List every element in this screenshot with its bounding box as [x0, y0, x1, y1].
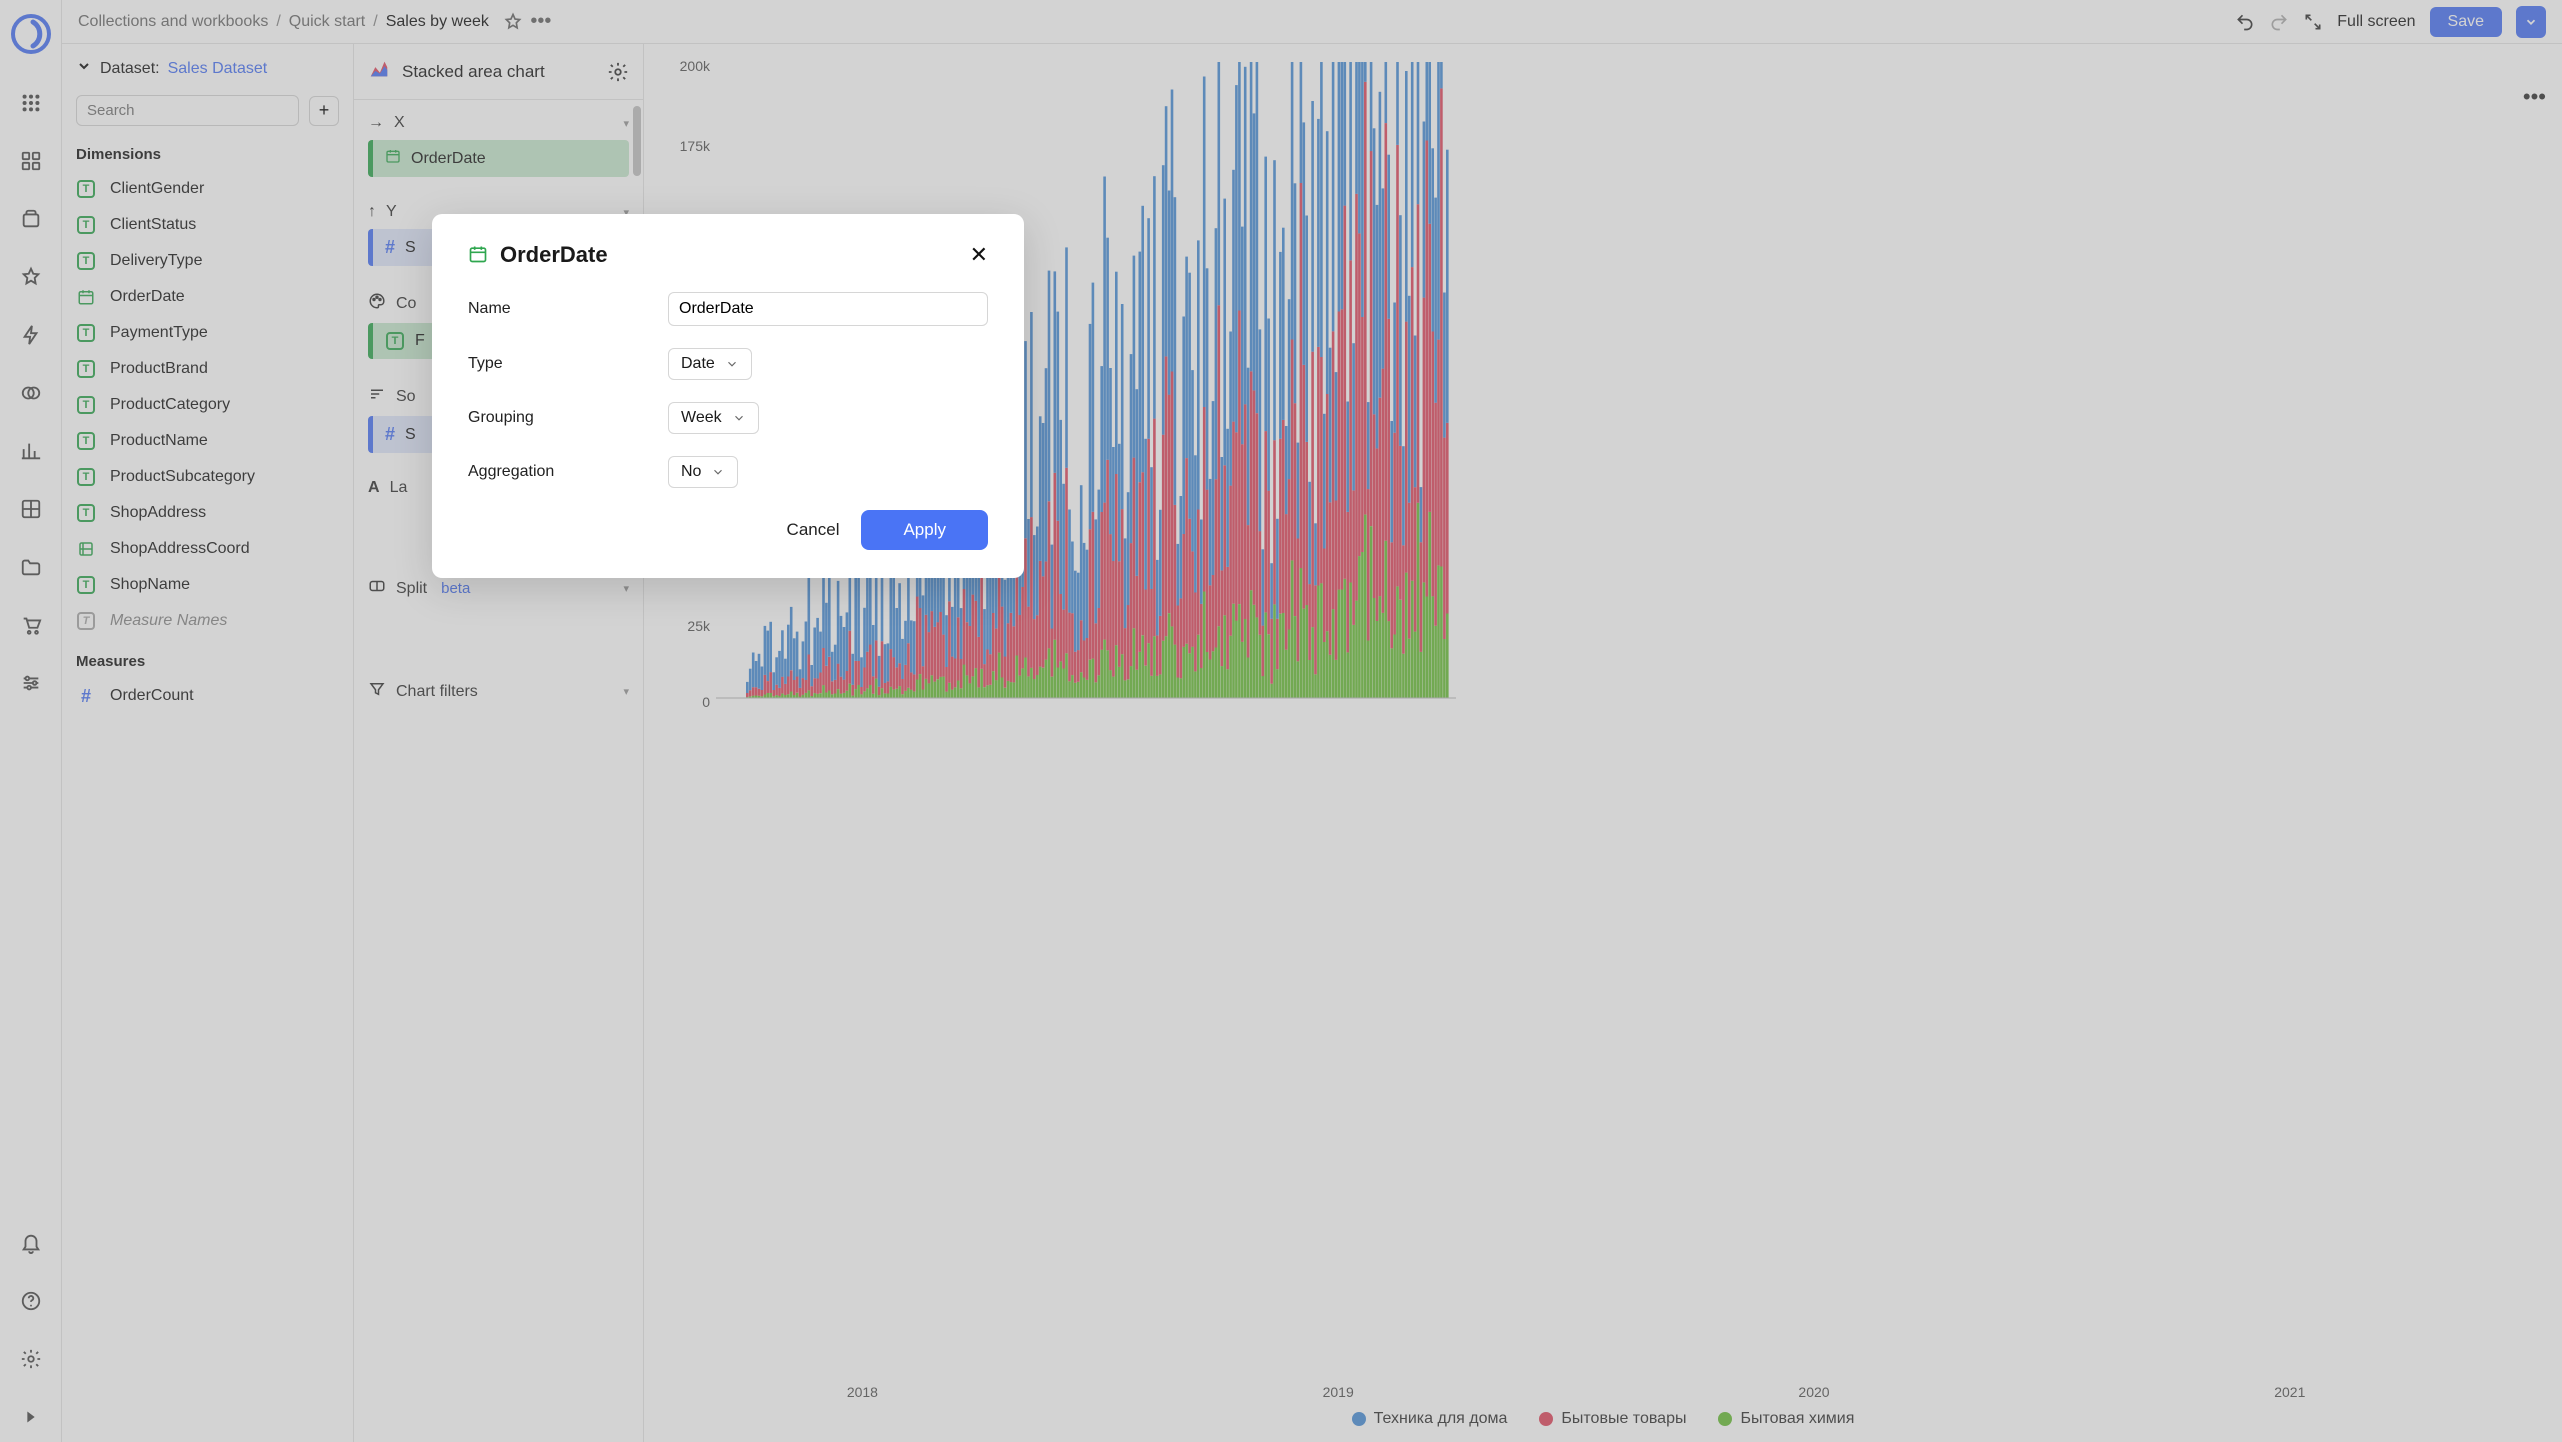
modal-overlay[interactable] [0, 0, 2562, 1442]
type-select[interactable]: Date [668, 348, 752, 380]
name-input[interactable] [668, 292, 988, 326]
modal-title: OrderDate [500, 242, 608, 268]
aggregation-select[interactable]: No [668, 456, 738, 488]
cancel-button[interactable]: Cancel [787, 520, 840, 540]
date-type-icon [468, 244, 488, 267]
apply-button[interactable]: Apply [861, 510, 988, 550]
field-settings-modal: OrderDate ✕ Name Type Date Grouping Week… [432, 214, 1024, 578]
form-label-grouping: Grouping [468, 409, 668, 427]
close-icon[interactable]: ✕ [970, 242, 988, 268]
grouping-select[interactable]: Week [668, 402, 759, 434]
select-value: No [681, 463, 701, 481]
select-value: Date [681, 355, 715, 373]
form-label-aggregation: Aggregation [468, 463, 668, 481]
form-label-type: Type [468, 355, 668, 373]
chevron-down-icon [732, 411, 746, 425]
select-value: Week [681, 409, 722, 427]
form-label-name: Name [468, 300, 668, 318]
chevron-down-icon [725, 357, 739, 371]
chevron-down-icon [711, 465, 725, 479]
